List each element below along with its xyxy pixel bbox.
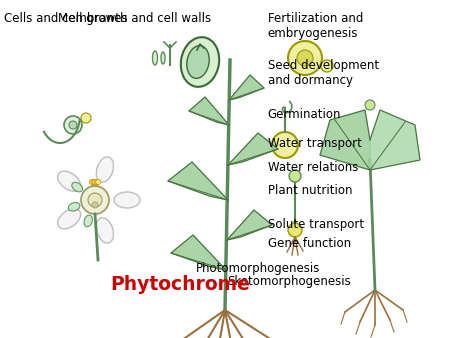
Ellipse shape [58, 209, 81, 229]
Text: Germination: Germination [268, 108, 341, 121]
Circle shape [81, 113, 91, 123]
Text: Phytochrome: Phytochrome [110, 275, 250, 294]
Ellipse shape [161, 52, 165, 64]
Ellipse shape [84, 215, 92, 227]
Text: Photomorphogenesis: Photomorphogenesis [196, 262, 320, 275]
Circle shape [91, 179, 96, 185]
Text: Water transport: Water transport [268, 137, 362, 150]
Circle shape [69, 121, 77, 129]
Text: Gene function: Gene function [268, 237, 351, 249]
Text: Solute transport: Solute transport [268, 218, 364, 231]
Circle shape [64, 116, 82, 134]
Ellipse shape [96, 157, 113, 182]
Circle shape [297, 50, 313, 66]
Ellipse shape [72, 182, 83, 192]
Circle shape [95, 179, 101, 185]
Text: Cells and cell growth: Cells and cell growth [4, 12, 128, 25]
Circle shape [365, 100, 375, 110]
Circle shape [92, 202, 98, 208]
Polygon shape [171, 235, 226, 270]
Ellipse shape [187, 46, 209, 78]
Polygon shape [370, 110, 420, 170]
Circle shape [94, 179, 99, 185]
Text: Water relations: Water relations [268, 161, 358, 173]
Ellipse shape [68, 202, 80, 211]
Polygon shape [229, 75, 264, 100]
Ellipse shape [96, 218, 113, 243]
Polygon shape [320, 110, 370, 170]
Text: Fertilization and
embryogenesis: Fertilization and embryogenesis [268, 12, 363, 40]
Polygon shape [227, 210, 272, 240]
Circle shape [289, 170, 301, 182]
Ellipse shape [58, 171, 81, 191]
Text: Seed development
and dormancy: Seed development and dormancy [268, 59, 379, 87]
Polygon shape [189, 97, 229, 125]
Text: Plant nutrition: Plant nutrition [268, 184, 352, 197]
Ellipse shape [181, 37, 219, 87]
Ellipse shape [153, 51, 158, 65]
Circle shape [93, 179, 98, 185]
Circle shape [88, 193, 102, 207]
Circle shape [288, 41, 322, 75]
Polygon shape [168, 162, 228, 200]
Ellipse shape [114, 192, 140, 208]
Polygon shape [228, 133, 278, 165]
Text: Membranes and cell walls: Membranes and cell walls [58, 12, 212, 25]
Circle shape [272, 132, 298, 158]
Circle shape [90, 179, 94, 185]
Circle shape [288, 223, 302, 237]
Circle shape [321, 60, 333, 72]
Circle shape [81, 186, 109, 214]
Text: Skotomorphogenesis: Skotomorphogenesis [227, 275, 351, 288]
